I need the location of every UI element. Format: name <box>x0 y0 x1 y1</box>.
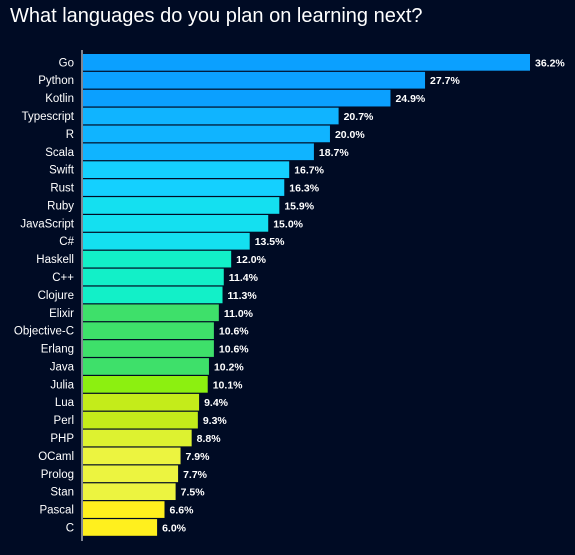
bar-javascript <box>83 215 269 232</box>
bar-lua <box>83 393 200 411</box>
bar-perl <box>83 411 198 429</box>
value-label-swift: 16.7% <box>294 165 324 177</box>
value-label-php: 8.8% <box>197 433 222 445</box>
bar-scala <box>83 143 314 161</box>
value-label-scala: 18.7% <box>319 147 349 159</box>
category-label-objective-c: Objective-C <box>14 326 74 338</box>
bar-julia <box>83 376 208 393</box>
value-label-clojure: 11.3% <box>228 290 258 302</box>
category-label-scala: Scala <box>45 147 74 159</box>
bar-ruby <box>83 197 280 214</box>
value-label-prolog: 7.7% <box>183 469 208 481</box>
bar-stan <box>83 483 176 501</box>
bar-go <box>83 54 530 71</box>
category-label-julia: Julia <box>50 379 74 391</box>
value-label-kotlin: 24.9% <box>395 93 425 105</box>
value-label-csharp: 13.5% <box>255 236 285 248</box>
value-label-elixir: 11.0% <box>224 308 254 320</box>
bar-java <box>83 358 209 375</box>
value-label-typescript: 20.7% <box>344 111 374 123</box>
bar-c <box>83 519 158 536</box>
value-label-stan: 7.5% <box>181 487 206 499</box>
value-label-objective-c: 10.6% <box>219 326 249 338</box>
value-label-perl: 9.3% <box>203 415 228 427</box>
category-label-cplusplus: C++ <box>52 272 74 284</box>
bar-swift <box>83 161 290 179</box>
bar-haskell <box>83 250 232 268</box>
value-label-cplusplus: 11.4% <box>229 272 259 284</box>
value-label-python: 27.7% <box>430 75 460 87</box>
bar-rust <box>83 179 285 196</box>
value-label-haskell: 12.0% <box>236 254 266 266</box>
value-label-erlang: 10.6% <box>219 344 249 356</box>
category-label-prolog: Prolog <box>41 469 74 481</box>
value-label-julia: 10.1% <box>213 379 243 391</box>
bar-cplusplus <box>83 268 224 286</box>
bar-pascal <box>83 501 165 518</box>
category-label-java: Java <box>50 361 75 373</box>
category-label-perl: Perl <box>54 415 74 427</box>
value-label-rust: 16.3% <box>289 183 319 195</box>
category-label-kotlin: Kotlin <box>45 93 74 105</box>
category-label-python: Python <box>38 75 74 87</box>
bar-kotlin <box>83 89 391 107</box>
chart-title: What languages do you plan on learning n… <box>10 5 423 27</box>
bar-php <box>83 429 192 447</box>
bars-group: Go 36.2% Python 27.7% Kotlin 24.9% Typescript 2… <box>14 54 565 536</box>
value-label-lua: 9.4% <box>204 397 229 409</box>
category-label-javascript: JavaScript <box>20 218 74 230</box>
bar-r <box>83 125 330 143</box>
category-label-haskell: Haskell <box>36 254 74 266</box>
category-label-r: R <box>66 129 74 141</box>
value-label-ocaml: 7.9% <box>186 451 211 463</box>
bar-ocaml <box>83 447 181 465</box>
value-label-javascript: 15.0% <box>273 218 303 230</box>
category-label-c: C <box>66 522 74 534</box>
bar-elixir <box>83 304 219 322</box>
category-label-stan: Stan <box>50 487 74 499</box>
bar-prolog <box>83 465 179 483</box>
value-label-ruby: 15.9% <box>284 200 314 212</box>
category-label-go: Go <box>59 57 74 69</box>
bar-erlang <box>83 340 214 357</box>
category-label-clojure: Clojure <box>38 290 74 302</box>
category-label-ruby: Ruby <box>47 200 74 212</box>
bar-clojure <box>83 286 223 304</box>
bar-csharp <box>83 232 250 250</box>
category-label-ocaml: OCaml <box>38 451 74 463</box>
bar-objective-c <box>83 322 214 340</box>
bar-python <box>83 71 426 89</box>
category-label-typescript: Typescript <box>22 111 75 123</box>
category-label-csharp: C# <box>59 236 74 248</box>
value-label-go: 36.2% <box>535 57 565 69</box>
category-label-swift: Swift <box>49 165 75 177</box>
category-label-pascal: Pascal <box>39 505 74 517</box>
value-label-java: 10.2% <box>214 361 244 373</box>
category-label-lua: Lua <box>55 397 75 409</box>
category-label-elixir: Elixir <box>49 308 74 320</box>
bar-typescript <box>83 107 339 125</box>
value-label-r: 20.0% <box>335 129 365 141</box>
category-label-php: PHP <box>50 433 74 445</box>
value-label-c: 6.0% <box>162 522 187 534</box>
category-label-rust: Rust <box>50 183 74 195</box>
value-label-pascal: 6.6% <box>170 505 195 517</box>
category-label-erlang: Erlang <box>41 344 74 356</box>
